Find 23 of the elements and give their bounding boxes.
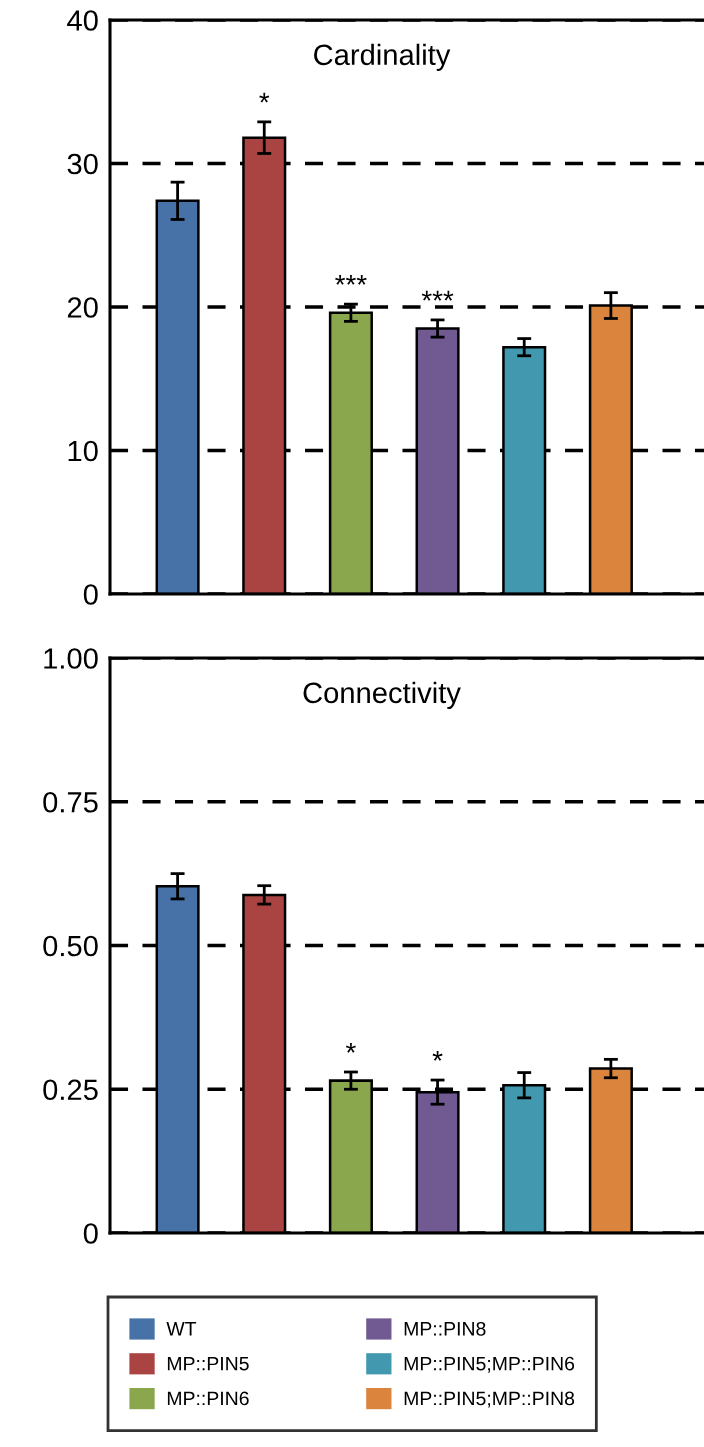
legend-label: MP::PIN6	[167, 1391, 249, 1406]
y-tick-label: 20	[67, 297, 98, 318]
text: Cardinality	[314, 43, 451, 71]
y-tick-label: 40	[67, 10, 98, 31]
text: Connectivity	[303, 681, 461, 709]
y-tick-label: 0.25	[43, 1079, 98, 1101]
y-tick-label: 0	[83, 1223, 98, 1244]
y-tick-label: 30	[67, 153, 98, 175]
y-tick-label: 0.75	[43, 791, 98, 813]
annotation: *	[259, 92, 270, 103]
legend-label: MP::PIN5;MP::PIN6	[404, 1356, 575, 1373]
annotation: ***	[421, 290, 454, 301]
legend-label: MP::PIN5;MP::PIN8	[404, 1391, 575, 1408]
annotation: ***	[335, 275, 367, 285]
legend-label: MP::PIN5	[167, 1356, 249, 1371]
legend-label: MP::PIN8	[404, 1321, 486, 1336]
legend-label: WT	[166, 1322, 197, 1336]
y-tick-label: 0	[83, 584, 98, 605]
y-tick-label: 10	[68, 440, 98, 462]
y-tick-label: 0.50	[43, 935, 98, 957]
y-tick-label: 1.00	[44, 648, 98, 669]
annotation: *	[345, 1042, 356, 1053]
annotation: *	[432, 1051, 443, 1061]
